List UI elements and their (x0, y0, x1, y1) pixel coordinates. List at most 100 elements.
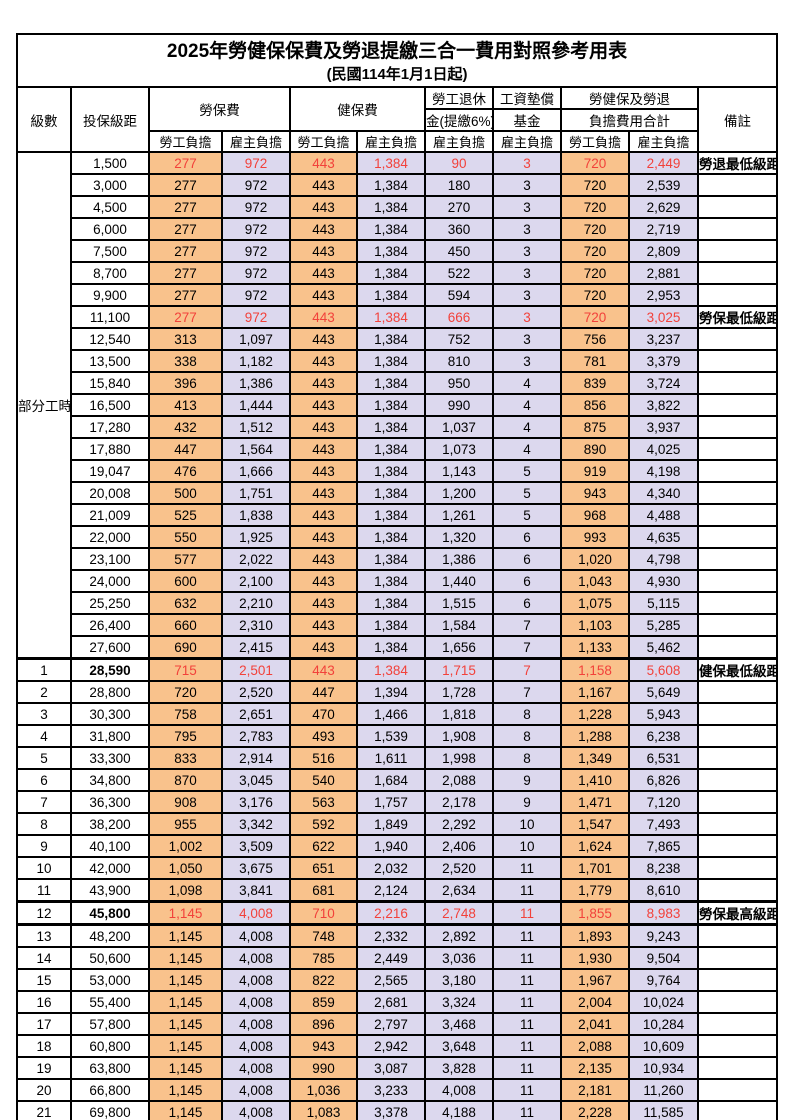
cell-labor-ins-employee: 758 (148, 702, 223, 726)
cell-health-ins-employee: 443 (289, 217, 358, 241)
cell-wage-fund-employer: 9 (492, 768, 562, 792)
cell-wage-fund-employer: 3 (492, 283, 562, 307)
cell-labor-ins-employer: 1,666 (221, 459, 291, 483)
cell-remark (696, 635, 779, 660)
cell-wage-fund-employer: 4 (492, 437, 562, 461)
cell-wage-fund-employer: 4 (492, 415, 562, 439)
cell-total-employee: 720 (560, 195, 630, 219)
cell-total-employer: 2,809 (628, 239, 699, 263)
cell-insured-bracket: 12,540 (70, 327, 150, 351)
cell-wage-fund-employer: 7 (492, 613, 562, 637)
cell-pension-employer: 950 (424, 371, 494, 395)
cell-insured-bracket: 27,600 (70, 635, 150, 660)
cell-total-employer: 2,629 (628, 195, 699, 219)
cell-remark (696, 923, 779, 948)
table-row: 3 30,300 758 2,651 470 1,466 1,818 8 1,228 5,943 (16, 702, 779, 726)
table-row: 21 69,800 1,145 4,008 1,083 3,378 4,188 11 2,228… (16, 1100, 779, 1120)
cell-health-ins-employee: 1,036 (289, 1078, 358, 1102)
subheader-wage-fund-employer: 雇主負擔 (492, 130, 562, 153)
cell-labor-ins-employee: 396 (148, 371, 223, 395)
cell-health-ins-employer: 1,384 (356, 305, 426, 329)
cell-remark (696, 680, 779, 704)
cell-health-ins-employer: 1,539 (356, 724, 426, 748)
cell-labor-ins-employee: 447 (148, 437, 223, 461)
cell-labor-ins-employer: 1,751 (221, 481, 291, 505)
cell-pension-employer: 270 (424, 195, 494, 219)
header-bracket: 投保級距 (70, 86, 150, 153)
cell-insured-bracket: 55,400 (70, 990, 150, 1014)
cell-health-ins-employer: 1,384 (356, 657, 426, 682)
cell-total-employee: 2,004 (560, 990, 630, 1014)
cell-wage-fund-employer: 5 (492, 503, 562, 527)
cell-total-employer: 10,024 (628, 990, 699, 1014)
table-row: 20,008 500 1,751 443 1,384 1,200 5 943 4,340 (17, 481, 779, 505)
cell-insured-bracket: 6,000 (70, 217, 150, 241)
cell-labor-ins-employer: 4,008 (221, 1034, 291, 1058)
cell-labor-ins-employee: 795 (148, 724, 223, 748)
cell-health-ins-employee: 443 (289, 195, 358, 219)
subheader-labor-employee: 勞工負擔 (148, 130, 223, 153)
cell-wage-fund-employer: 8 (492, 702, 562, 726)
table-row: 19,047 476 1,666 443 1,384 1,143 5 919 4,198 (17, 459, 779, 483)
cell-insured-bracket: 24,000 (70, 569, 150, 593)
cell-labor-ins-employee: 1,145 (148, 923, 223, 948)
cell-health-ins-employer: 3,378 (356, 1100, 426, 1120)
cell-health-ins-employer: 1,384 (356, 525, 426, 549)
cell-total-employee: 2,181 (560, 1078, 630, 1102)
cell-total-employee: 968 (560, 503, 630, 527)
cell-labor-ins-employee: 277 (148, 151, 223, 175)
cell-remark: 勞退最低級距 (696, 151, 779, 175)
cell-labor-ins-employee: 525 (148, 503, 223, 527)
cell-remark (696, 415, 779, 439)
cell-total-employer: 2,953 (628, 283, 699, 307)
cell-health-ins-employee: 859 (289, 990, 358, 1014)
header-level: 級數 (16, 86, 72, 153)
cell-health-ins-employer: 1,384 (356, 371, 426, 395)
table-row: 11,100 277 972 443 1,384 666 3 720 3,025 勞保最低級距 (17, 305, 779, 329)
cell-total-employee: 756 (560, 327, 630, 351)
cell-wage-fund-employer: 4 (492, 393, 562, 417)
cell-labor-ins-employee: 1,145 (148, 900, 223, 926)
cell-pension-employer: 1,143 (424, 459, 494, 483)
cell-wage-fund-employer: 3 (492, 151, 562, 175)
cell-insured-bracket: 28,800 (70, 680, 150, 704)
cell-insured-bracket: 40,100 (70, 834, 150, 858)
cell-health-ins-employee: 443 (289, 657, 358, 682)
cell-health-ins-employee: 785 (289, 946, 358, 970)
cell-insured-bracket: 9,900 (70, 283, 150, 307)
table-row: 21,009 525 1,838 443 1,384 1,261 5 968 4,488 (17, 503, 779, 527)
cell-total-employee: 1,471 (560, 790, 630, 814)
table-row: 23,100 577 2,022 443 1,384 1,386 6 1,020 4,798 (17, 547, 779, 571)
cell-total-employer: 7,493 (628, 812, 699, 836)
cell-labor-ins-employer: 3,342 (221, 812, 291, 836)
cell-total-employee: 1,779 (560, 878, 630, 903)
table-row: 19 63,800 1,145 4,008 990 3,087 3,828 11 2,135 10… (16, 1056, 779, 1080)
cell-total-employer: 6,238 (628, 724, 699, 748)
cell-labor-ins-employee: 833 (148, 746, 223, 770)
cell-insured-bracket: 43,900 (70, 878, 150, 903)
cell-labor-ins-employer: 1,564 (221, 437, 291, 461)
cell-remark (696, 239, 779, 263)
cell-labor-ins-employee: 955 (148, 812, 223, 836)
cell-health-ins-employee: 443 (289, 437, 358, 461)
cell-total-employee: 839 (560, 371, 630, 395)
cell-labor-ins-employee: 908 (148, 790, 223, 814)
cell-insured-bracket: 45,800 (70, 900, 150, 926)
cell-labor-ins-employer: 4,008 (221, 923, 291, 948)
cell-health-ins-employer: 1,384 (356, 635, 426, 660)
cell-health-ins-employer: 1,384 (356, 217, 426, 241)
cell-health-ins-employer: 1,466 (356, 702, 426, 726)
cell-pension-employer: 1,715 (424, 657, 494, 682)
cell-health-ins-employee: 443 (289, 591, 358, 615)
cell-health-ins-employer: 1,384 (356, 393, 426, 417)
cell-total-employee: 1,043 (560, 569, 630, 593)
cell-total-employee: 993 (560, 525, 630, 549)
table-row: 20 66,800 1,145 4,008 1,036 3,233 4,008 11 2,181… (16, 1078, 779, 1102)
cell-labor-ins-employer: 4,008 (221, 946, 291, 970)
cell-level: 5 (16, 746, 72, 770)
cell-pension-employer: 1,908 (424, 724, 494, 748)
cell-total-employer: 5,285 (628, 613, 699, 637)
cell-labor-ins-employee: 1,145 (148, 1078, 223, 1102)
cell-total-employer: 4,198 (628, 459, 699, 483)
cell-total-employer: 3,237 (628, 327, 699, 351)
